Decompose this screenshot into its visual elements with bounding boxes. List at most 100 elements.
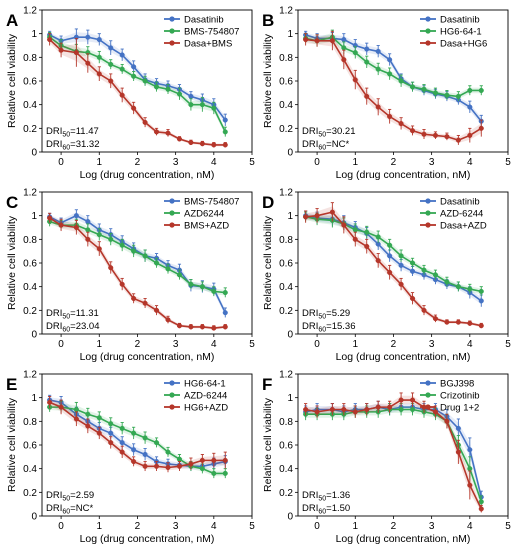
data-point-e-2 [222, 457, 228, 463]
x-tick-label-c: 3 [173, 339, 179, 350]
data-point-c-1 [199, 284, 205, 290]
x-tick-label-a: 5 [249, 157, 255, 168]
y-tick-label-c: 0 [31, 330, 37, 341]
data-point-d-1 [375, 234, 381, 240]
error-band-f-1 [305, 405, 482, 506]
data-point-e-2 [47, 399, 53, 405]
dri60-annotation-f: DRI60=1.50 [302, 503, 350, 516]
data-point-b-2 [329, 38, 335, 44]
panel-c: C 0 0.2 0.4 0.6 0.8 1 1.2 0 1 2 3 4 5 Log (drug concen… [6, 188, 255, 364]
x-tick-label-c: 2 [135, 339, 141, 350]
data-point-b-1 [432, 90, 439, 96]
data-point-f-1 [409, 406, 416, 413]
panel-b: B 0 0.2 0.4 0.6 0.8 1 1.2 0 1 2 3 4 5 Log (drug concen… [262, 6, 511, 182]
x-tick-label-c: 4 [211, 339, 217, 350]
x-tick-label-f: 0 [314, 521, 320, 532]
x-tick-label-b: 4 [467, 157, 473, 168]
data-point-d-1 [387, 242, 393, 248]
legend-entry-b-1: HG6-64-1 [440, 26, 482, 37]
data-point-d-2 [421, 307, 427, 313]
x-tick-label-b: 3 [429, 157, 435, 168]
error-band-c-0 [49, 212, 226, 316]
data-point-a-1 [211, 105, 217, 111]
y-tick-label-d: 1 [287, 211, 293, 222]
series-line-a-1 [49, 36, 226, 133]
data-point-a-2 [108, 78, 114, 84]
data-point-e-2 [131, 459, 137, 465]
panel-letter-e: E [6, 375, 17, 394]
data-point-e-1 [131, 430, 137, 436]
data-point-b-1 [467, 87, 473, 94]
data-point-b-1 [375, 66, 381, 72]
series-line-f-2 [305, 399, 482, 510]
y-tick-label-f: 0 [287, 512, 293, 523]
y-tick-label-a: 0.4 [23, 100, 37, 111]
data-point-b-0 [364, 46, 370, 52]
series-b-2 [303, 30, 484, 145]
x-tick-label-e: 3 [173, 521, 179, 532]
data-point-d-1 [467, 286, 473, 292]
legend-entry-d-1: AZD-6244 [440, 208, 483, 219]
series-line-a-2 [49, 38, 226, 146]
data-point-f-2 [478, 506, 484, 512]
legend-entry-a-0: Dasatinib [184, 14, 224, 25]
x-tick-label-f: 4 [467, 521, 473, 532]
series-line-b-0 [305, 34, 482, 122]
y-tick-label-b: 0.4 [279, 100, 293, 111]
data-point-a-2 [85, 60, 91, 66]
data-point-f-2 [329, 406, 335, 413]
series-line-c-1 [49, 220, 226, 294]
data-point-f-2 [341, 406, 347, 413]
data-point-f-2 [352, 409, 358, 415]
data-point-c-1 [119, 242, 125, 248]
x-tick-label-b: 5 [505, 157, 511, 168]
x-tick-label-d: 1 [352, 339, 358, 350]
data-point-e-2 [176, 463, 183, 469]
data-point-c-2 [165, 317, 171, 323]
y-tick-label-c: 0.6 [23, 259, 37, 270]
data-point-c-2 [73, 224, 79, 231]
data-point-e-1 [108, 421, 114, 427]
data-point-c-1 [222, 290, 228, 296]
legend-swatch-marker-c-0 [169, 198, 175, 204]
legend-entry-a-2: Dasa+BMS [184, 38, 232, 49]
data-point-c-2 [199, 324, 205, 330]
legend-swatch-marker-d-1 [425, 210, 431, 216]
legend-swatch-marker-b-2 [425, 40, 431, 46]
data-point-a-2 [142, 119, 148, 125]
data-point-b-1 [455, 93, 461, 99]
legend-entry-c-0: BMS-754807 [184, 196, 239, 207]
data-point-b-0 [341, 37, 347, 43]
y-tick-label-c: 0.8 [23, 235, 37, 246]
y-tick-label-e: 0.2 [23, 488, 37, 499]
data-point-a-2 [131, 105, 137, 111]
data-point-e-0 [108, 430, 114, 436]
legend-swatch-marker-e-0 [169, 380, 175, 386]
data-point-a-2 [176, 136, 183, 142]
x-axis-label-e: Log (drug concentration, nM) [80, 533, 215, 545]
series-line-e-0 [49, 399, 226, 468]
data-point-c-2 [131, 295, 137, 302]
y-tick-label-e: 1.2 [23, 370, 37, 381]
series-a-2 [47, 33, 228, 148]
data-point-c-2 [176, 323, 183, 329]
data-point-a-0 [131, 64, 137, 70]
data-point-f-2 [409, 397, 416, 403]
data-point-e-1 [85, 411, 91, 417]
series-line-e-2 [49, 401, 226, 469]
y-tick-label-d: 0.2 [279, 306, 293, 317]
data-point-e-1 [199, 466, 205, 472]
x-tick-label-a: 3 [173, 157, 179, 168]
y-axis-label-b: Relative cell viability [262, 33, 274, 128]
legend-swatch-marker-a-1 [169, 28, 175, 34]
data-point-a-1 [188, 102, 194, 108]
data-point-a-1 [108, 61, 114, 67]
dri60-annotation-d: DRI60=15.36 [302, 321, 356, 334]
series-c-2 [47, 212, 228, 331]
data-point-e-2 [58, 404, 64, 410]
x-tick-label-e: 2 [135, 521, 141, 532]
y-tick-label-c: 0.2 [23, 306, 37, 317]
y-tick-label-c: 1.2 [23, 188, 37, 199]
data-point-b-1 [409, 84, 416, 90]
